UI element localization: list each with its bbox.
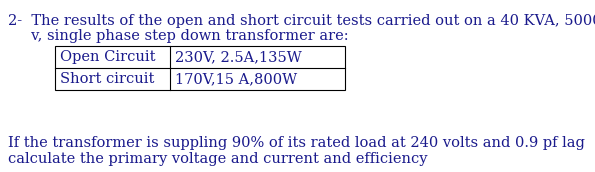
Text: Open Circuit: Open Circuit [60,50,155,64]
Text: 230V, 2.5A,135W: 230V, 2.5A,135W [175,50,302,64]
Text: 170V,15 A,800W: 170V,15 A,800W [175,72,297,86]
Text: 2-  The results of the open and short circuit tests carried out on a 40 KVA, 500: 2- The results of the open and short cir… [8,14,595,28]
Bar [55,46,345,90]
Text: Short circuit: Short circuit [60,72,154,86]
Text: calculate the primary voltage and current and efficiency: calculate the primary voltage and curren… [8,152,427,166]
Text: v, single phase step down transformer are:: v, single phase step down transformer ar… [8,29,349,43]
Text: If the transformer is suppling 90% of its rated load at 240 volts and 0.9 pf lag: If the transformer is suppling 90% of it… [8,136,585,150]
